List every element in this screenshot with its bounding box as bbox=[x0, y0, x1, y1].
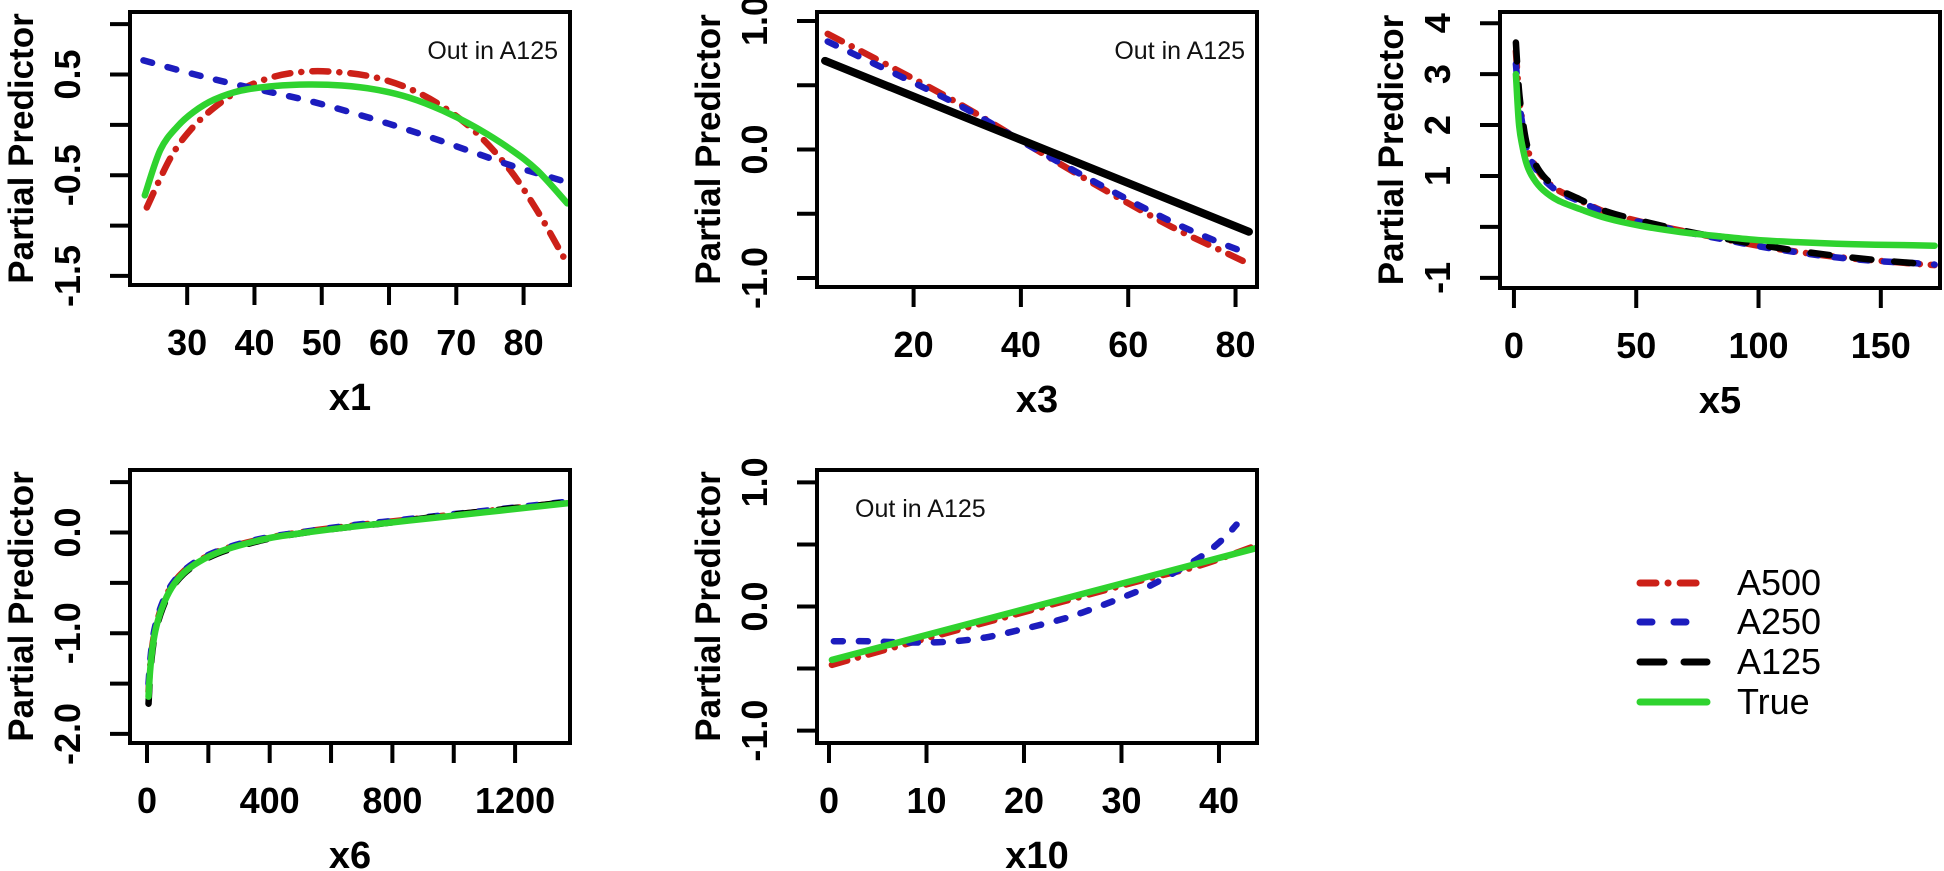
y-tick-label: 1.0 bbox=[734, 0, 775, 46]
x-tick-label: 1200 bbox=[475, 780, 555, 821]
curve-A125-x5 bbox=[1512, 39, 1938, 269]
x-tick-label: 0 bbox=[1504, 325, 1524, 366]
plot-border bbox=[128, 10, 572, 287]
curve-True-x5 bbox=[1512, 70, 1938, 249]
y-tick-label: -2.0 bbox=[47, 703, 88, 765]
y-tick-label: -0.5 bbox=[47, 144, 88, 206]
x-tick-label: 70 bbox=[436, 322, 476, 363]
panel-annotation: Out in A125 bbox=[427, 37, 558, 65]
curve-A250-x3 bbox=[824, 38, 1250, 256]
x-tick-label: 20 bbox=[894, 324, 934, 365]
x-tick-label: 40 bbox=[1199, 780, 1239, 821]
y-tick-label: 0.0 bbox=[47, 507, 88, 557]
curve-True-x10 bbox=[828, 544, 1257, 664]
x-tick-label: 150 bbox=[1851, 325, 1911, 366]
y-tick-label: -1.0 bbox=[734, 247, 775, 309]
x-tick-label: 80 bbox=[1216, 324, 1256, 365]
curve-black-solid-x3 bbox=[821, 56, 1253, 236]
y-tick-label: 3 bbox=[1417, 64, 1458, 84]
y-tick-label: -1.0 bbox=[47, 602, 88, 664]
y-tick-label: -1 bbox=[1417, 262, 1458, 294]
curve-True-x1 bbox=[141, 81, 570, 207]
panel-x3: 20 40 60 80 1.0 0.0 -1.0 x3 Partial Predictor Out… bbox=[689, 0, 1259, 421]
x-axis-title: x6 bbox=[329, 835, 371, 871]
x-axis-title: x1 bbox=[329, 377, 371, 419]
x-tick-label: 50 bbox=[1616, 325, 1656, 366]
curve-A500-x6 bbox=[145, 498, 570, 695]
y-axis-title: Partial Predictor bbox=[2, 471, 41, 742]
x-tick-label: 100 bbox=[1728, 325, 1788, 366]
y-axis-title: Partial Predictor bbox=[1372, 14, 1411, 285]
curve-A500-x5 bbox=[1512, 47, 1938, 269]
y-axis-title: Partial Predictor bbox=[2, 13, 41, 284]
panel-annotation: Out in A125 bbox=[1114, 37, 1245, 65]
curve-A250-x1 bbox=[140, 57, 570, 186]
legend-label-A250: A250 bbox=[1737, 601, 1821, 642]
x-tick-label: 50 bbox=[302, 322, 342, 363]
plot-border bbox=[815, 10, 1259, 289]
curve-A500-x1 bbox=[143, 67, 570, 268]
y-axis-title: Partial Predictor bbox=[689, 14, 728, 285]
legend-label-True: True bbox=[1737, 681, 1810, 722]
x-axis-title: x5 bbox=[1699, 380, 1741, 422]
plot-border bbox=[128, 468, 572, 745]
x-tick-label: 40 bbox=[234, 322, 274, 363]
panel-x1: 30 40 50 60 70 80 0.5 -0.5 -1.5 x1 Partial Predict… bbox=[2, 10, 572, 419]
panel-x10: 0 10 20 30 40 1.0 0.0 -1.0 x10 Partial Predictor O… bbox=[689, 457, 1259, 871]
x-axis-title: x10 bbox=[1005, 835, 1068, 871]
y-tick-label: 0.0 bbox=[734, 124, 775, 174]
plot-border bbox=[815, 468, 1259, 745]
y-tick-label: 2 bbox=[1417, 115, 1458, 135]
x-tick-label: 0 bbox=[819, 780, 839, 821]
x-tick-label: 30 bbox=[167, 322, 207, 363]
curve-A250-x10 bbox=[830, 521, 1240, 646]
plot-border bbox=[1498, 10, 1942, 290]
y-axis-title: Partial Predictor bbox=[689, 471, 728, 742]
x-tick-label: 30 bbox=[1101, 780, 1141, 821]
x-tick-label: 80 bbox=[504, 322, 544, 363]
y-tick-label: 4 bbox=[1417, 13, 1458, 33]
panel-x6: 0 400 800 1200 0.0 -1.0 -2.0 x6 Partial Predicto… bbox=[2, 468, 572, 871]
x-axis-title: x3 bbox=[1016, 379, 1058, 421]
curve-True-x6 bbox=[145, 499, 570, 700]
x-tick-label: 60 bbox=[1108, 324, 1148, 365]
panel-x5: 0 50 100 150 4 3 2 1 -1 x5 Partial Predictor bbox=[1372, 10, 1942, 422]
y-tick-label: 0.5 bbox=[47, 49, 88, 99]
x-tick-label: 400 bbox=[240, 780, 300, 821]
y-tick-label: 1.0 bbox=[734, 457, 775, 507]
x-tick-label: 0 bbox=[137, 780, 157, 821]
x-tick-label: 20 bbox=[1004, 780, 1044, 821]
x-tick-label: 10 bbox=[906, 780, 946, 821]
legend-label-A125: A125 bbox=[1737, 641, 1821, 682]
legend-label-A500: A500 bbox=[1737, 562, 1821, 603]
y-tick-label: -1.5 bbox=[47, 245, 88, 307]
x-tick-label: 60 bbox=[369, 322, 409, 363]
y-tick-label: 1 bbox=[1417, 166, 1458, 186]
y-tick-label: -1.0 bbox=[734, 700, 775, 762]
y-tick-label: 0.0 bbox=[734, 581, 775, 631]
x-tick-label: 40 bbox=[1001, 324, 1041, 365]
x-tick-label: 800 bbox=[362, 780, 422, 821]
curve-A125-x6 bbox=[145, 498, 570, 707]
panel-annotation: Out in A125 bbox=[855, 495, 986, 523]
